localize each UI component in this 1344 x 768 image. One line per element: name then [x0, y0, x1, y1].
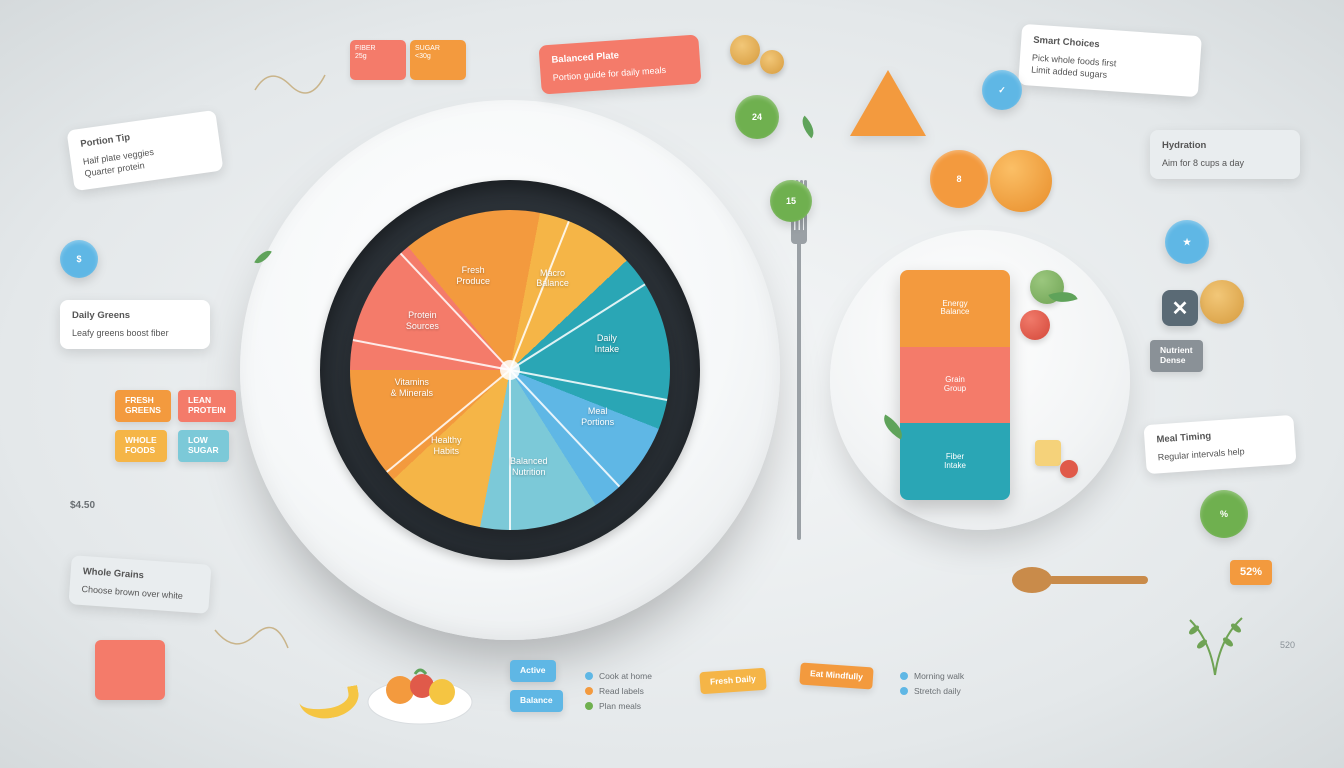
tag-whole-foods: WHOLE FOODS: [115, 430, 167, 462]
card-smart-choices: Smart Choices Pick whole foods first Lim…: [1018, 24, 1202, 98]
bar-seg-0: Energy Balance: [900, 270, 1010, 347]
coin-icon: [1200, 280, 1244, 324]
card-meal-timing: Meal Timing Regular intervals help: [1143, 415, 1296, 474]
tag-lean-protein: LEAN PROTEIN: [178, 390, 236, 422]
note-item: Plan meals: [599, 700, 641, 713]
note-item: Read labels: [599, 685, 644, 698]
tag-fresh-daily: Fresh Daily: [699, 668, 766, 694]
tag-balance: Balance: [510, 690, 563, 712]
card-balanced-plate: Balanced Plate Portion guide for daily m…: [538, 34, 701, 94]
bar-seg-1: Grain Group: [900, 347, 1010, 424]
chip-dollar: $: [60, 240, 98, 278]
card-body: Choose brown over white: [81, 583, 198, 603]
chip-15: 15: [770, 180, 812, 222]
nutrition-bar: Energy Balance Grain Group Fiber Intake: [900, 270, 1010, 500]
notes-se: Morning walk Stretch daily: [900, 670, 964, 700]
close-icon: ✕: [1162, 290, 1198, 326]
card-title: Hydration: [1162, 140, 1288, 153]
bar-seg-2: Fiber Intake: [900, 423, 1010, 500]
tag-fresh-greens: FRESH GREENS: [115, 390, 171, 422]
tag-active: Active: [510, 660, 556, 682]
squiggle-icon: [210, 620, 290, 660]
banana-icon: [298, 685, 362, 723]
card-body: Aim for 8 cups a day: [1162, 157, 1288, 169]
nutrition-pie-chart: Macro BalanceDaily IntakeMeal PortionsBa…: [350, 210, 670, 530]
card-daily-greens: Daily Greens Leafy greens boost fiber: [60, 300, 210, 349]
fruit-bowl-icon: [360, 660, 480, 730]
tag-percent: 52%: [1230, 560, 1272, 585]
leaf-icon: [797, 116, 820, 139]
triangle-icon: [850, 70, 926, 136]
fork-icon: [790, 180, 808, 550]
note-item: Morning walk: [914, 670, 964, 683]
notes-mid: Cook at home Read labels Plan meals: [585, 670, 652, 714]
food-tomato: [1020, 310, 1050, 340]
tag-nutrient-dense: Nutrient Dense: [1150, 340, 1203, 372]
coin-icon: [760, 50, 784, 74]
mini-card-pair: FIBER 25g SUGAR <30g: [350, 40, 466, 80]
herb-icon: [1170, 610, 1260, 680]
squiggle-icon: [250, 60, 330, 100]
food-berry: [1060, 460, 1078, 478]
coin-icon: [730, 35, 760, 65]
card-whole-grains: Whole Grains Choose brown over white: [68, 555, 211, 614]
chip-star: ★: [1165, 220, 1209, 264]
chip-percent: %: [1200, 490, 1248, 538]
card-title: Daily Greens: [72, 310, 198, 323]
tag-low-sugar: LOW SUGAR: [178, 430, 229, 462]
mini-sugar: SUGAR <30g: [410, 40, 466, 80]
note-item: Stretch daily: [914, 685, 961, 698]
chip-24: 24: [735, 95, 779, 139]
orange-sphere: [990, 150, 1052, 212]
chip-8: 8: [930, 150, 988, 208]
card-body: Leafy greens boost fiber: [72, 327, 198, 339]
chip-check: ✓: [982, 70, 1022, 110]
food-cheese: [1035, 440, 1061, 466]
cal-label: 520: [1280, 640, 1295, 650]
mini-fiber: FIBER 25g: [350, 40, 406, 80]
tag-eat-mindfully: Eat Mindfully: [799, 662, 873, 689]
main-plate: Macro BalanceDaily IntakeMeal PortionsBa…: [240, 100, 780, 640]
spoon-icon: [1010, 560, 1150, 600]
card-portion-tip: Portion Tip Half plate veggies Quarter p…: [66, 110, 223, 191]
card-hydration: Hydration Aim for 8 cups a day: [1150, 130, 1300, 179]
price-label: $4.50: [70, 500, 95, 511]
note-item: Cook at home: [599, 670, 652, 683]
red-box: [95, 640, 165, 700]
